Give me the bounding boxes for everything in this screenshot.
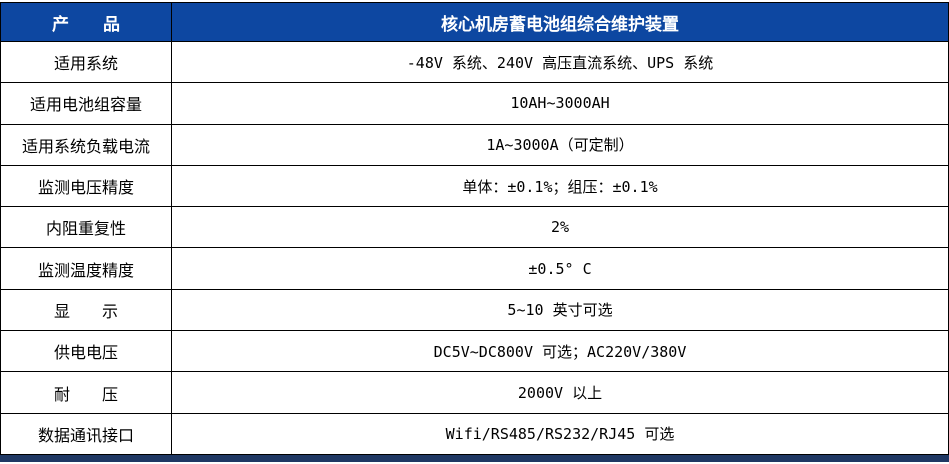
spec-value: 5~10 英寸可选	[507, 301, 613, 320]
spec-label: 监测温度精度	[1, 248, 172, 289]
spec-label: 监测电压精度	[1, 165, 172, 207]
spec-label: 适用电池组容量	[1, 83, 172, 124]
table-body: 适用系统 -48V 系统、240V 高压直流系统、UPS 系统 适用电池组容量 …	[0, 42, 949, 455]
table-row: 适用系统 -48V 系统、240V 高压直流系统、UPS 系统	[1, 42, 948, 84]
table-row: 耐 压 2000V 以上	[1, 372, 948, 414]
spec-value: 10AH~3000AH	[510, 94, 610, 113]
table-row: 适用电池组容量 10AH~3000AH	[1, 83, 948, 125]
spec-value: 1A~3000A（可定制）	[486, 136, 634, 155]
spec-value: 2%	[550, 218, 570, 237]
spec-label: 适用系统负载电流	[1, 124, 172, 165]
table-row: 供电电压 DC5V~DC800V 可选；AC220V/380V	[1, 331, 948, 373]
table-row: 监测温度精度 ±0.5° C	[1, 248, 948, 290]
spec-label: 供电电压	[1, 331, 172, 372]
spec-value: DC5V~DC800V 可选；AC220V/380V	[433, 342, 687, 361]
product-header-label: 产 品	[1, 3, 172, 41]
table-row: 显 示 5~10 英寸可选	[1, 289, 948, 332]
table-row: 适用系统负载电流 1A~3000A（可定制）	[1, 124, 948, 166]
spec-label: 内阻重复性	[1, 207, 172, 248]
spec-label: 数据通讯接口	[1, 413, 172, 454]
spec-label: 适用系统	[1, 42, 172, 83]
spec-label: 显 示	[1, 289, 172, 331]
spec-label: 耐 压	[1, 372, 172, 413]
spec-value: -48V 系统、240V 高压直流系统、UPS 系统	[406, 53, 714, 72]
table-row: 数据通讯接口 Wifi/RS485/RS232/RJ45 可选	[1, 413, 948, 455]
spec-value: Wifi/RS485/RS232/RJ45 可选	[445, 425, 675, 444]
table-row: 监测电压精度 单体：±0.1%；组压：±0.1%	[1, 165, 948, 208]
table-row: 内阻重复性 2%	[1, 207, 948, 249]
table-header-row: 产 品 核心机房蓄电池组综合维护装置	[0, 2, 949, 42]
bottom-accent-bar	[0, 455, 949, 462]
product-title: 核心机房蓄电池组综合维护装置	[441, 14, 679, 35]
spec-value: ±0.5° C	[528, 259, 592, 278]
spec-value: 2000V 以上	[517, 384, 603, 403]
spec-value: 单体：±0.1%；组压：±0.1%	[462, 177, 658, 196]
